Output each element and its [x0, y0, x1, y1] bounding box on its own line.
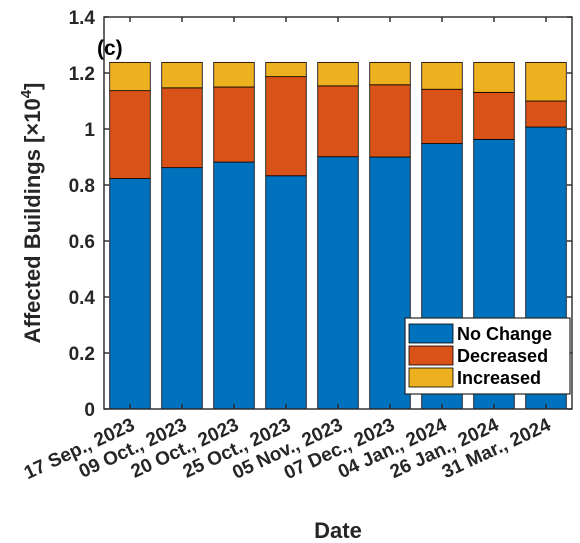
bar-segment-no-change-1: [161, 167, 203, 410]
legend-swatch-1: [408, 345, 454, 366]
bar-segment-no-change-5: [369, 156, 411, 410]
bar-segment-no-change-4: [317, 156, 359, 410]
bar-segment-increased-2: [213, 61, 255, 88]
bar-segment-no-change-2: [213, 161, 255, 410]
legend-label-2: Increased: [457, 368, 541, 388]
y-tick-label-3: 0.6: [69, 232, 95, 253]
bar-segment-no-change-0: [109, 178, 151, 410]
bar-segment-increased-7: [473, 61, 515, 93]
bar-segment-decreased-6: [421, 88, 463, 144]
y-tick-label-4: 0.8: [69, 176, 95, 197]
bar-segment-increased-5: [369, 61, 411, 86]
bar-segment-increased-4: [317, 61, 359, 87]
y-axis-title-text: Affected Buildings [: [20, 135, 45, 343]
bar-segment-increased-1: [161, 61, 203, 89]
bar-segment-increased-8: [525, 61, 567, 102]
legend-label-0: No Change: [457, 324, 552, 344]
legend-swatch-2: [408, 367, 454, 388]
y-axis-title-multiplier: ×10: [20, 98, 45, 135]
bar-segment-increased-6: [421, 61, 463, 90]
panel-label: (c): [97, 37, 123, 60]
bar-segment-decreased-8: [525, 100, 567, 128]
bar-segment-decreased-1: [161, 87, 203, 169]
legend-label-1: Decreased: [457, 346, 548, 366]
bar-segment-decreased-5: [369, 84, 411, 158]
bar-segment-decreased-0: [109, 90, 151, 179]
y-tick-label-6: 1.2: [69, 64, 95, 85]
y-tick-label-5: 1: [84, 120, 95, 141]
bar-segment-increased-0: [109, 61, 151, 92]
y-axis-title: Affected Buildings [×104]: [18, 83, 45, 344]
legend-swatch-0: [408, 323, 454, 344]
y-tick-label-2: 0.4: [69, 288, 96, 309]
svg-text:Affected Buildings [×104]: Affected Buildings [×104]: [18, 83, 45, 344]
bar-segment-decreased-7: [473, 91, 515, 140]
bar-segment-no-change-3: [265, 175, 307, 410]
y-axis-title-exponent: 4: [18, 89, 35, 98]
y-tick-label-7: 1.4: [69, 8, 96, 29]
bar-segment-decreased-4: [317, 85, 359, 158]
y-tick-label-1: 0.2: [69, 344, 95, 365]
x-axis-title: Date: [314, 518, 362, 543]
y-axis-title-close: ]: [20, 83, 45, 90]
bar-segment-decreased-2: [213, 86, 255, 163]
bar-segment-decreased-3: [265, 76, 307, 177]
y-tick-label-0: 0: [84, 400, 95, 421]
bar-segment-increased-3: [265, 61, 307, 78]
